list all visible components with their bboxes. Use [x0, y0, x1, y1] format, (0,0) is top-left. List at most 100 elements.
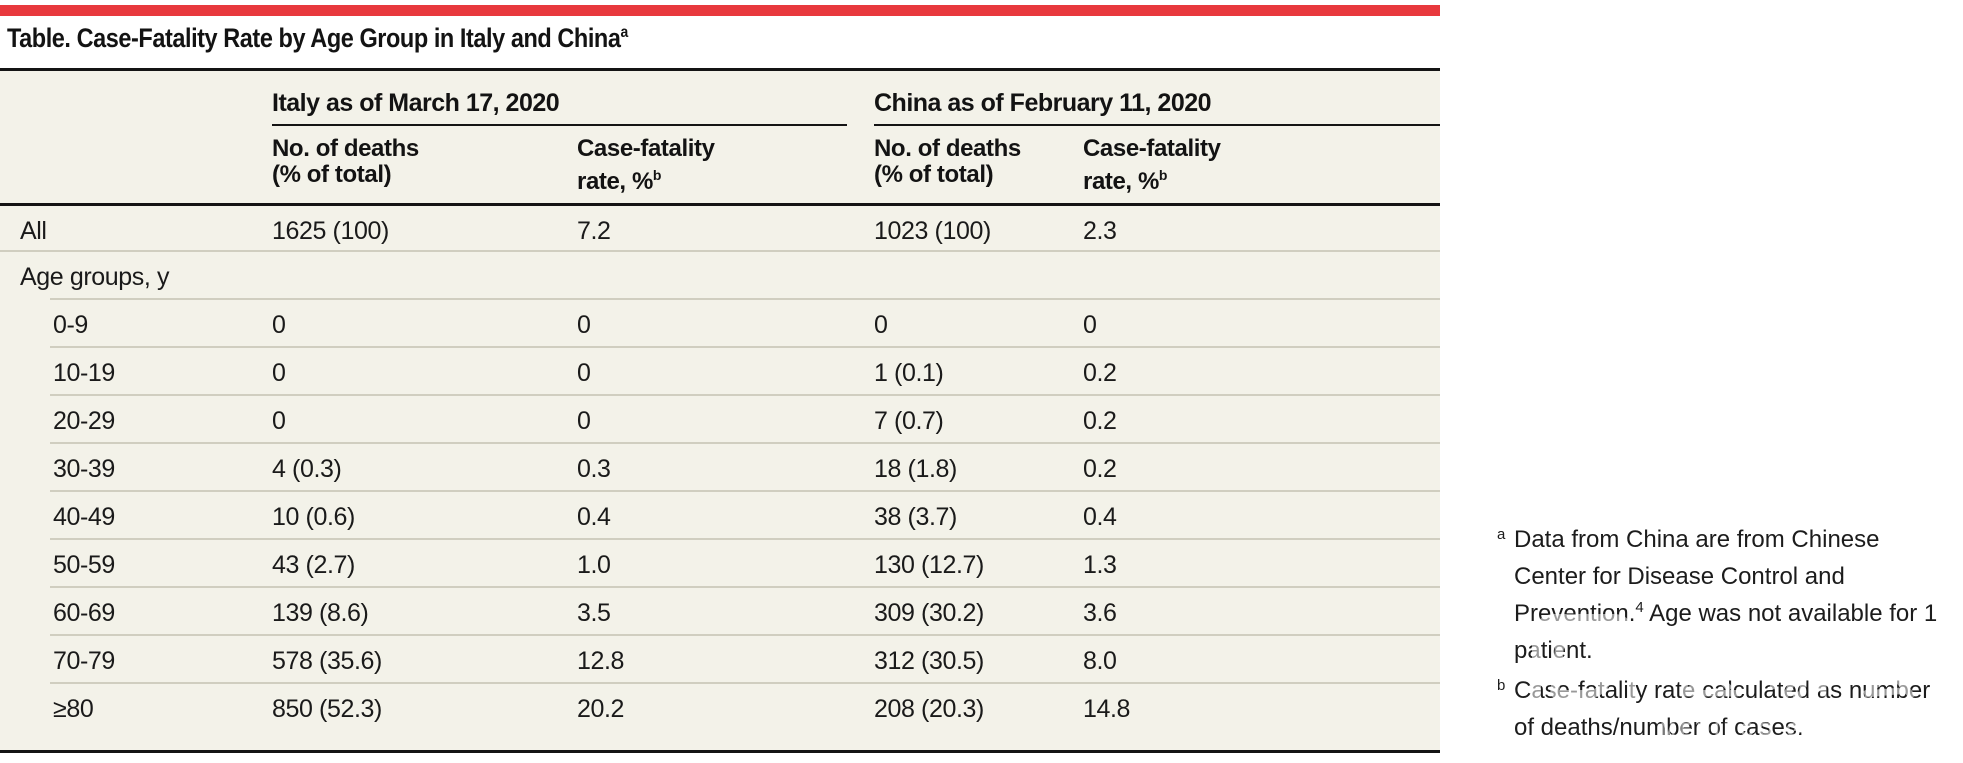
column-header-line: No. of deaths	[272, 135, 419, 162]
table-row-section-age-groups: Age groups, y	[0, 252, 1440, 300]
column-header-china-cfr: Case-fatality rate, %b	[1083, 136, 1221, 195]
column-header-line: rate, %b	[577, 162, 715, 195]
cell-china-cfr: 14.8	[1083, 695, 1131, 723]
table-row-70-79: 70-79 578 (35.6) 12.8 312 (30.5) 8.0	[0, 636, 1440, 684]
spanner-underline-china	[874, 124, 1440, 126]
cell-china-cfr: 2.3	[1083, 217, 1117, 245]
row-separator	[50, 634, 1440, 636]
row-label: 70-79	[53, 647, 115, 675]
section-label: Age groups, y	[20, 263, 170, 291]
cell-italy-deaths: 850 (52.3)	[272, 695, 382, 723]
cell-china-deaths: 7 (0.7)	[874, 407, 944, 435]
cell-china-cfr: 0	[1083, 311, 1097, 339]
cell-china-deaths: 1023 (100)	[874, 217, 991, 245]
table-row-80plus: ≥80 850 (52.3) 20.2 208 (20.3) 14.8	[0, 684, 1440, 750]
cell-china-cfr: 0.2	[1083, 455, 1117, 483]
cell-italy-cfr: 20.2	[577, 695, 625, 723]
cell-italy-cfr: 0	[577, 359, 591, 387]
row-separator	[50, 298, 1440, 300]
column-header-footnote-ref: b	[652, 167, 662, 183]
row-separator	[50, 682, 1440, 684]
cell-china-cfr: 0.4	[1083, 503, 1117, 531]
cell-italy-cfr: 0	[577, 407, 591, 435]
column-header-line: No. of deaths	[874, 135, 1021, 162]
table-row-60-69: 60-69 139 (8.6) 3.5 309 (30.2) 3.6	[0, 588, 1440, 636]
footnote-b: b Case-fatality rate calculated as number…	[1497, 672, 1949, 746]
cell-italy-cfr: 3.5	[577, 599, 611, 627]
table-row-10-19: 10-19 0 0 1 (0.1) 0.2	[0, 348, 1440, 396]
row-separator	[50, 538, 1440, 540]
cell-italy-deaths: 0	[272, 407, 286, 435]
row-label: 0-9	[53, 311, 88, 339]
cell-italy-deaths: 43 (2.7)	[272, 551, 355, 579]
cell-china-cfr: 8.0	[1083, 647, 1117, 675]
footnote-marker: a	[1497, 526, 1506, 543]
cell-china-deaths: 18 (1.8)	[874, 455, 957, 483]
cell-italy-cfr: 0.3	[577, 455, 611, 483]
column-header-line: (% of total)	[272, 161, 392, 188]
cell-china-deaths: 0	[874, 311, 888, 339]
cell-italy-deaths: 4 (0.3)	[272, 455, 342, 483]
cell-italy-cfr: 7.2	[577, 217, 611, 245]
bottom-rule	[0, 750, 1440, 753]
title-rule	[0, 68, 1440, 71]
table-title-text: Table. Case-Fatality Rate by Age Group i…	[7, 23, 621, 53]
row-label: 40-49	[53, 503, 115, 531]
row-label: 30-39	[53, 455, 115, 483]
cell-italy-deaths: 578 (35.6)	[272, 647, 382, 675]
column-header-italy-deaths: No. of deaths (% of total)	[272, 136, 419, 188]
row-label: 50-59	[53, 551, 115, 579]
cell-china-deaths: 38 (3.7)	[874, 503, 957, 531]
column-header-footnote-ref: b	[1158, 167, 1168, 183]
column-header-line: rate, %b	[1083, 162, 1221, 195]
row-separator	[50, 490, 1440, 492]
footnote-text: Case-fatality rate calculated as number …	[1514, 677, 1931, 741]
citation-ref: 4	[1635, 599, 1644, 616]
cell-china-cfr: 0.2	[1083, 359, 1117, 387]
footnote-marker: b	[1497, 677, 1506, 694]
cell-china-cfr: 0.2	[1083, 407, 1117, 435]
cell-italy-cfr: 0.4	[577, 503, 611, 531]
table-row-all: All 1625 (100) 7.2 1023 (100) 2.3	[0, 206, 1440, 252]
cell-china-cfr: 1.3	[1083, 551, 1117, 579]
table-row-20-29: 20-29 0 0 7 (0.7) 0.2	[0, 396, 1440, 444]
row-label: All	[20, 217, 47, 245]
cell-china-cfr: 3.6	[1083, 599, 1117, 627]
cell-italy-deaths: 10 (0.6)	[272, 503, 355, 531]
header-rule	[0, 203, 1440, 206]
cell-china-deaths: 208 (20.3)	[874, 695, 984, 723]
row-separator	[50, 442, 1440, 444]
row-separator	[50, 586, 1440, 588]
row-label: ≥80	[53, 695, 94, 723]
spanner-underline-italy	[272, 124, 847, 126]
column-header-text: rate, %	[577, 168, 653, 195]
cell-italy-cfr: 1.0	[577, 551, 611, 579]
cell-italy-cfr: 0	[577, 311, 591, 339]
row-separator	[50, 394, 1440, 396]
column-header-line: Case-fatality	[1083, 135, 1221, 162]
spanner-china: China as of February 11, 2020	[874, 89, 1212, 117]
cell-italy-deaths: 139 (8.6)	[272, 599, 369, 627]
column-header-china-deaths: No. of deaths (% of total)	[874, 136, 1021, 188]
spanner-italy: Italy as of March 17, 2020	[272, 89, 560, 117]
table-row-40-49: 40-49 10 (0.6) 0.4 38 (3.7) 0.4	[0, 492, 1440, 540]
cell-italy-deaths: 0	[272, 359, 286, 387]
table-row-30-39: 30-39 4 (0.3) 0.3 18 (1.8) 0.2	[0, 444, 1440, 492]
row-separator	[50, 346, 1440, 348]
table-panel	[0, 71, 1440, 750]
table-row-0-9: 0-9 0 0 0 0	[0, 300, 1440, 348]
accent-bar	[0, 5, 1440, 16]
row-label: 60-69	[53, 599, 115, 627]
row-label: 10-19	[53, 359, 115, 387]
cell-italy-cfr: 12.8	[577, 647, 625, 675]
column-header-line: Case-fatality	[577, 135, 715, 162]
row-label: 20-29	[53, 407, 115, 435]
table-row-50-59: 50-59 43 (2.7) 1.0 130 (12.7) 1.3	[0, 540, 1440, 588]
cell-china-deaths: 312 (30.5)	[874, 647, 984, 675]
column-header-italy-cfr: Case-fatality rate, %b	[577, 136, 715, 195]
cell-china-deaths: 309 (30.2)	[874, 599, 984, 627]
cell-china-deaths: 130 (12.7)	[874, 551, 984, 579]
row-separator	[0, 250, 1440, 252]
cell-china-deaths: 1 (0.1)	[874, 359, 944, 387]
footnotes: a Data from China are from Chinese Center…	[1497, 521, 1949, 746]
